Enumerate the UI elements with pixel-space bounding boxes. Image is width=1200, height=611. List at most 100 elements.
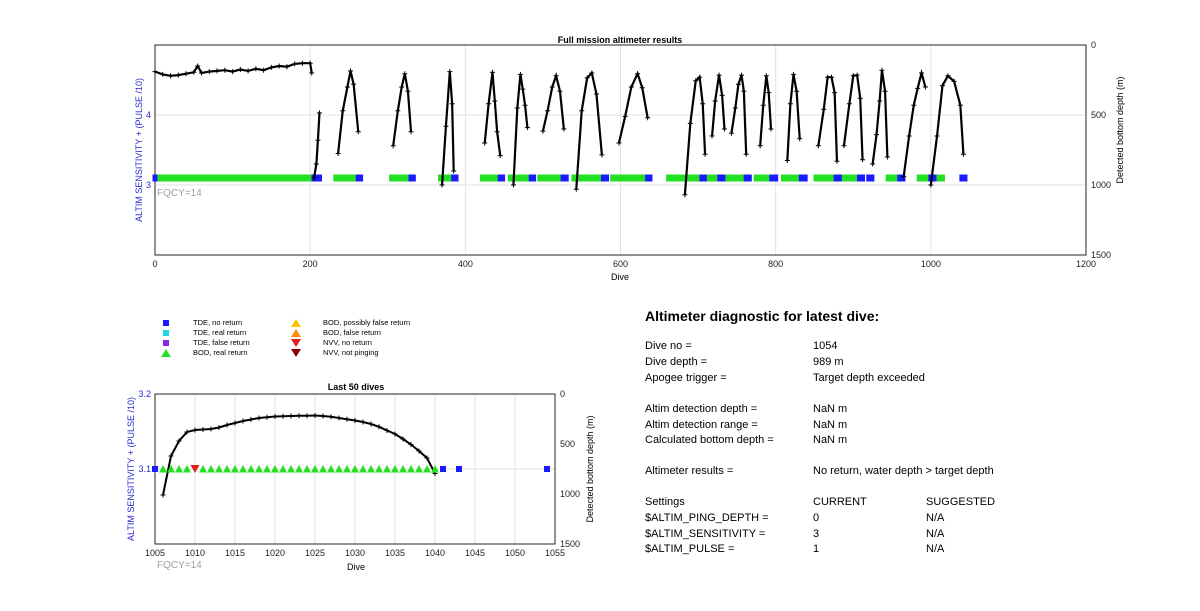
bottom-depth-point	[599, 152, 605, 158]
bottom-depth-point	[557, 88, 563, 94]
tde-no-return-markers	[451, 174, 459, 182]
bottom-depth-point	[237, 67, 243, 72]
bottom-x-tick-label: 1020	[265, 548, 285, 558]
tde-no-return-markers	[798, 174, 808, 182]
top-y-left-tick-label: 3	[146, 180, 151, 190]
top-x-tick-label: 800	[768, 259, 783, 269]
bottom-depth-point	[296, 413, 302, 419]
bod-real-return-marker	[359, 465, 367, 473]
bottom-depth-line	[730, 74, 748, 155]
top-x-tick-label: 1200	[1076, 259, 1096, 269]
bottom-depth-point	[492, 98, 498, 104]
bottom-depth-point	[882, 88, 888, 94]
bottom-x-tick-label: 1040	[425, 548, 445, 558]
diag-value: No return, water depth > target depth	[813, 465, 994, 477]
bottom-depth-point	[573, 186, 579, 192]
bottom-depth-line	[617, 70, 649, 144]
bottom-depth-point	[787, 101, 793, 107]
bottom-depth-point	[832, 90, 838, 96]
bod-real-return-marker	[215, 465, 223, 473]
bottom-depth-point	[957, 102, 963, 108]
legend-label: TDE, real return	[193, 328, 247, 337]
legend-label: TDE, false return	[193, 338, 250, 347]
bottom-depth-line	[312, 112, 321, 179]
bod-real-return-marker	[319, 465, 327, 473]
bottom-depth-point	[797, 136, 803, 142]
bottom-depth-point	[561, 126, 567, 132]
bottom-depth-line	[683, 74, 707, 195]
diag-label: Apogee trigger =	[645, 372, 727, 384]
bottom-depth-point	[841, 143, 847, 149]
bottom-depth-point	[794, 88, 800, 94]
bottom-depth-line	[902, 68, 927, 177]
bottom-depth-point	[709, 133, 715, 139]
bod-real-return-marker	[287, 465, 295, 473]
bottom-depth-point	[292, 61, 298, 67]
bottom-depth-point	[199, 70, 205, 76]
bod-real-return-marker	[175, 465, 183, 473]
bottom-depth-point	[540, 128, 546, 134]
bottom-depth-point	[395, 108, 401, 114]
bottom-depth-point	[815, 143, 821, 149]
legend-label: TDE, no return	[193, 318, 243, 327]
bod-real-return-marker	[407, 465, 415, 473]
bottom-depth-point	[402, 71, 408, 77]
tde-no-return-markers	[959, 174, 968, 182]
bod-real-return-markers	[389, 174, 414, 182]
bottom-depth-point	[697, 74, 703, 80]
bottom-depth-point	[739, 72, 745, 78]
tde-no-return-markers	[408, 174, 416, 182]
bottom-depth-point	[390, 143, 396, 149]
tde-no-return-markers	[833, 174, 842, 182]
bottom-depth-point	[264, 414, 270, 420]
bottom-depth-line	[162, 414, 436, 496]
tde-no-return-markers	[769, 174, 779, 182]
setting-current: 3	[813, 528, 820, 540]
bottom-x-tick-label: 1005	[145, 548, 165, 558]
bottom-depth-point	[906, 133, 912, 139]
bod-real-return-markers	[610, 174, 651, 182]
tde-no-return-marker	[544, 466, 550, 472]
tde-no-return-markers	[699, 174, 707, 182]
bottom-depth-point	[443, 123, 449, 129]
bottom-depth-point	[344, 84, 350, 90]
bottom-depth-point	[328, 414, 334, 420]
bottom-depth-point	[340, 108, 346, 114]
bottom-depth-point	[272, 414, 278, 419]
bod-real-return-marker	[255, 465, 263, 473]
bottom-depth-point	[447, 69, 453, 75]
bottom-depth-point	[313, 161, 319, 167]
tde-no-return-markers	[355, 174, 364, 182]
bottom-depth-point	[175, 72, 181, 78]
diag-label: Altimeter results =	[645, 465, 734, 477]
legend-symbol-triangle-down	[291, 339, 301, 347]
bottom-x-axis-label: Dive	[347, 562, 365, 572]
bottom-depth-point	[400, 436, 406, 442]
bottom-depth-point	[160, 71, 166, 77]
bottom-depth-point	[857, 95, 863, 101]
bottom-depth-point	[593, 91, 599, 97]
bottom-x-tick-label: 1055	[545, 548, 565, 558]
bottom-depth-point	[304, 413, 310, 419]
bottom-depth-point	[850, 73, 856, 79]
bottom-chart-title: Last 50 dives	[328, 382, 385, 392]
bottom-depth-point	[951, 78, 957, 84]
tde-no-return-markers	[866, 174, 875, 182]
bottom-depth-point	[248, 417, 254, 422]
bottom-depth-point	[743, 151, 749, 157]
tde-no-return-markers	[856, 174, 866, 182]
legend-label: BOD, real return	[193, 348, 248, 357]
setting-current: 1	[813, 543, 820, 555]
bod-real-return-marker	[159, 465, 167, 473]
bod-real-return-markers	[153, 174, 313, 182]
bottom-depth-point	[245, 68, 251, 74]
bottom-depth-point	[439, 182, 445, 188]
bottom-depth-point	[939, 83, 945, 89]
bottom-depth-point	[639, 85, 645, 91]
bottom-depth-line	[842, 73, 864, 160]
bottom-depth-point	[216, 425, 222, 430]
bottom-depth-point	[299, 60, 305, 66]
legend: TDE, no return TDE, real return TDE, false…	[160, 318, 460, 366]
bottom-depth-point	[522, 102, 528, 108]
bod-real-return-markers	[479, 174, 503, 182]
